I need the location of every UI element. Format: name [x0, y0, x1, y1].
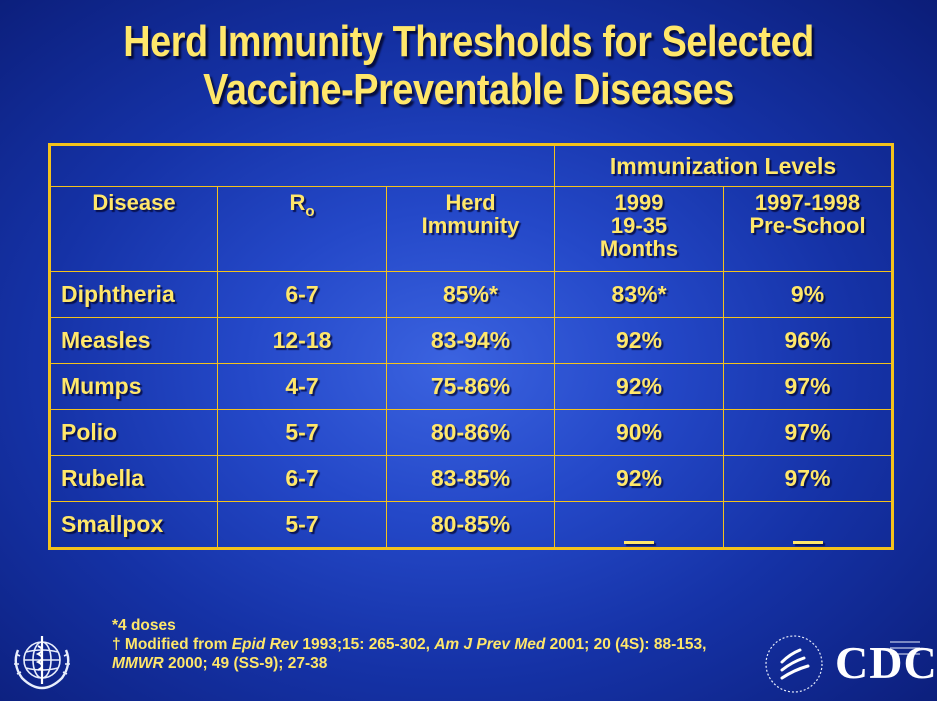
fn-part: 2001; 20 (4S): 88-153,: [545, 636, 707, 653]
header-1997-1998: 1997-1998 Pre-School: [723, 186, 894, 272]
fn-journal-mmwr: MMWR: [112, 655, 164, 672]
cell-herd: 83-94%: [385, 317, 556, 364]
herd-immunity-table: Immunization Levels Disease Ro Herd Immu…: [48, 143, 895, 550]
header-9798-line2: Pre-School: [749, 213, 866, 238]
header-ro-main: R: [289, 190, 306, 215]
cell-preschool: 97%: [723, 363, 894, 410]
fn-part: 1993;15: 265-302,: [298, 636, 435, 653]
header-herd-line1: Herd: [445, 190, 496, 215]
table-row: Diphtheria 6-7 85%* 83%* 9%: [49, 271, 894, 318]
who-emblem-icon: [14, 636, 70, 690]
header-herd-line2: Immunity: [421, 213, 520, 238]
cell-1999: 92%: [554, 317, 725, 364]
title-line-2: Vaccine-Preventable Diseases: [203, 65, 734, 114]
empty-header-cell: [48, 144, 556, 187]
cell-ro: 12-18: [217, 317, 387, 364]
table-row: Measles 12-18 83-94% 92% 96%: [49, 317, 894, 364]
table-row: Polio 5-7 80-86% 90% 97%: [49, 409, 894, 456]
table-group-header-row: Immunization Levels: [48, 144, 894, 187]
cell-ro: 4-7: [217, 363, 387, 410]
cell-disease: Rubella: [49, 455, 218, 502]
cell-preschool: 97%: [723, 455, 894, 502]
table-row: Rubella 6-7 83-85% 92% 97%: [49, 455, 894, 502]
fn-journal-am-j-prev-med: Am J Prev Med: [434, 636, 546, 653]
dash-mark: [792, 541, 823, 544]
fn-part: † Modified from: [112, 636, 232, 653]
title-line-1: Herd Immunity Thresholds for Selected: [123, 17, 814, 66]
cdc-logo-text: CDC: [835, 637, 937, 688]
cell-ro: 5-7: [217, 409, 387, 456]
fn-journal-epid-rev: Epid Rev: [231, 636, 299, 653]
cell-preschool-dash: [723, 501, 894, 549]
header-1999-line1: 1999: [614, 190, 664, 215]
header-1999-line3: Months: [599, 236, 679, 261]
table-row: Mumps 4-7 75-86% 92% 97%: [49, 363, 894, 410]
cell-preschool: 97%: [723, 409, 894, 456]
cell-disease: Smallpox: [49, 501, 218, 549]
cell-1999: 92%: [554, 363, 725, 410]
cell-1999: 83%*: [554, 271, 725, 318]
cell-ro: 6-7: [217, 455, 387, 502]
table-header-row: Disease Ro Herd Immunity 1999 19-35 Mont…: [49, 186, 894, 272]
cell-1999: 92%: [554, 455, 725, 502]
dash-mark: [624, 541, 655, 544]
cell-herd: 83-85%: [385, 455, 556, 502]
cell-ro: 5-7: [217, 501, 387, 549]
header-ro-sub: o: [305, 203, 315, 220]
footnote-source: † Modified from Epid Rev 1993;15: 265-30…: [112, 635, 762, 673]
header-herd-immunity: Herd Immunity: [385, 186, 556, 272]
cell-herd: 75-86%: [385, 363, 556, 410]
cell-ro: 6-7: [217, 271, 387, 318]
cell-herd: 80-86%: [385, 409, 556, 456]
header-ro: Ro: [217, 186, 387, 272]
cell-1999-dash: [554, 501, 725, 549]
table-row: Smallpox 5-7 80-85%: [49, 501, 894, 549]
fn-part: 2000; 49 (SS-9); 27-38: [163, 655, 328, 672]
header-1999-line2: 19-35: [610, 213, 668, 238]
cell-disease: Measles: [49, 317, 218, 364]
header-9798-line1: 1997-1998: [754, 190, 861, 215]
cell-preschool: 96%: [723, 317, 894, 364]
cell-disease: Diphtheria: [49, 271, 218, 318]
header-1999: 1999 19-35 Months: [554, 186, 725, 272]
slide-title: Herd Immunity Thresholds for Selected Va…: [66, 18, 872, 114]
hhs-eagle-icon: [765, 635, 920, 693]
cell-herd: 85%*: [385, 271, 556, 318]
footnote-doses: *4 doses: [112, 617, 176, 634]
immunization-levels-header: Immunization Levels: [554, 144, 894, 187]
cell-disease: Mumps: [49, 363, 218, 410]
cell-herd: 80-85%: [385, 501, 556, 549]
header-disease: Disease: [49, 186, 218, 272]
cell-preschool: 9%: [723, 271, 894, 318]
cell-disease: Polio: [49, 409, 218, 456]
cell-1999: 90%: [554, 409, 725, 456]
footnotes: *4 doses † Modified from Epid Rev 1993;1…: [112, 616, 762, 673]
